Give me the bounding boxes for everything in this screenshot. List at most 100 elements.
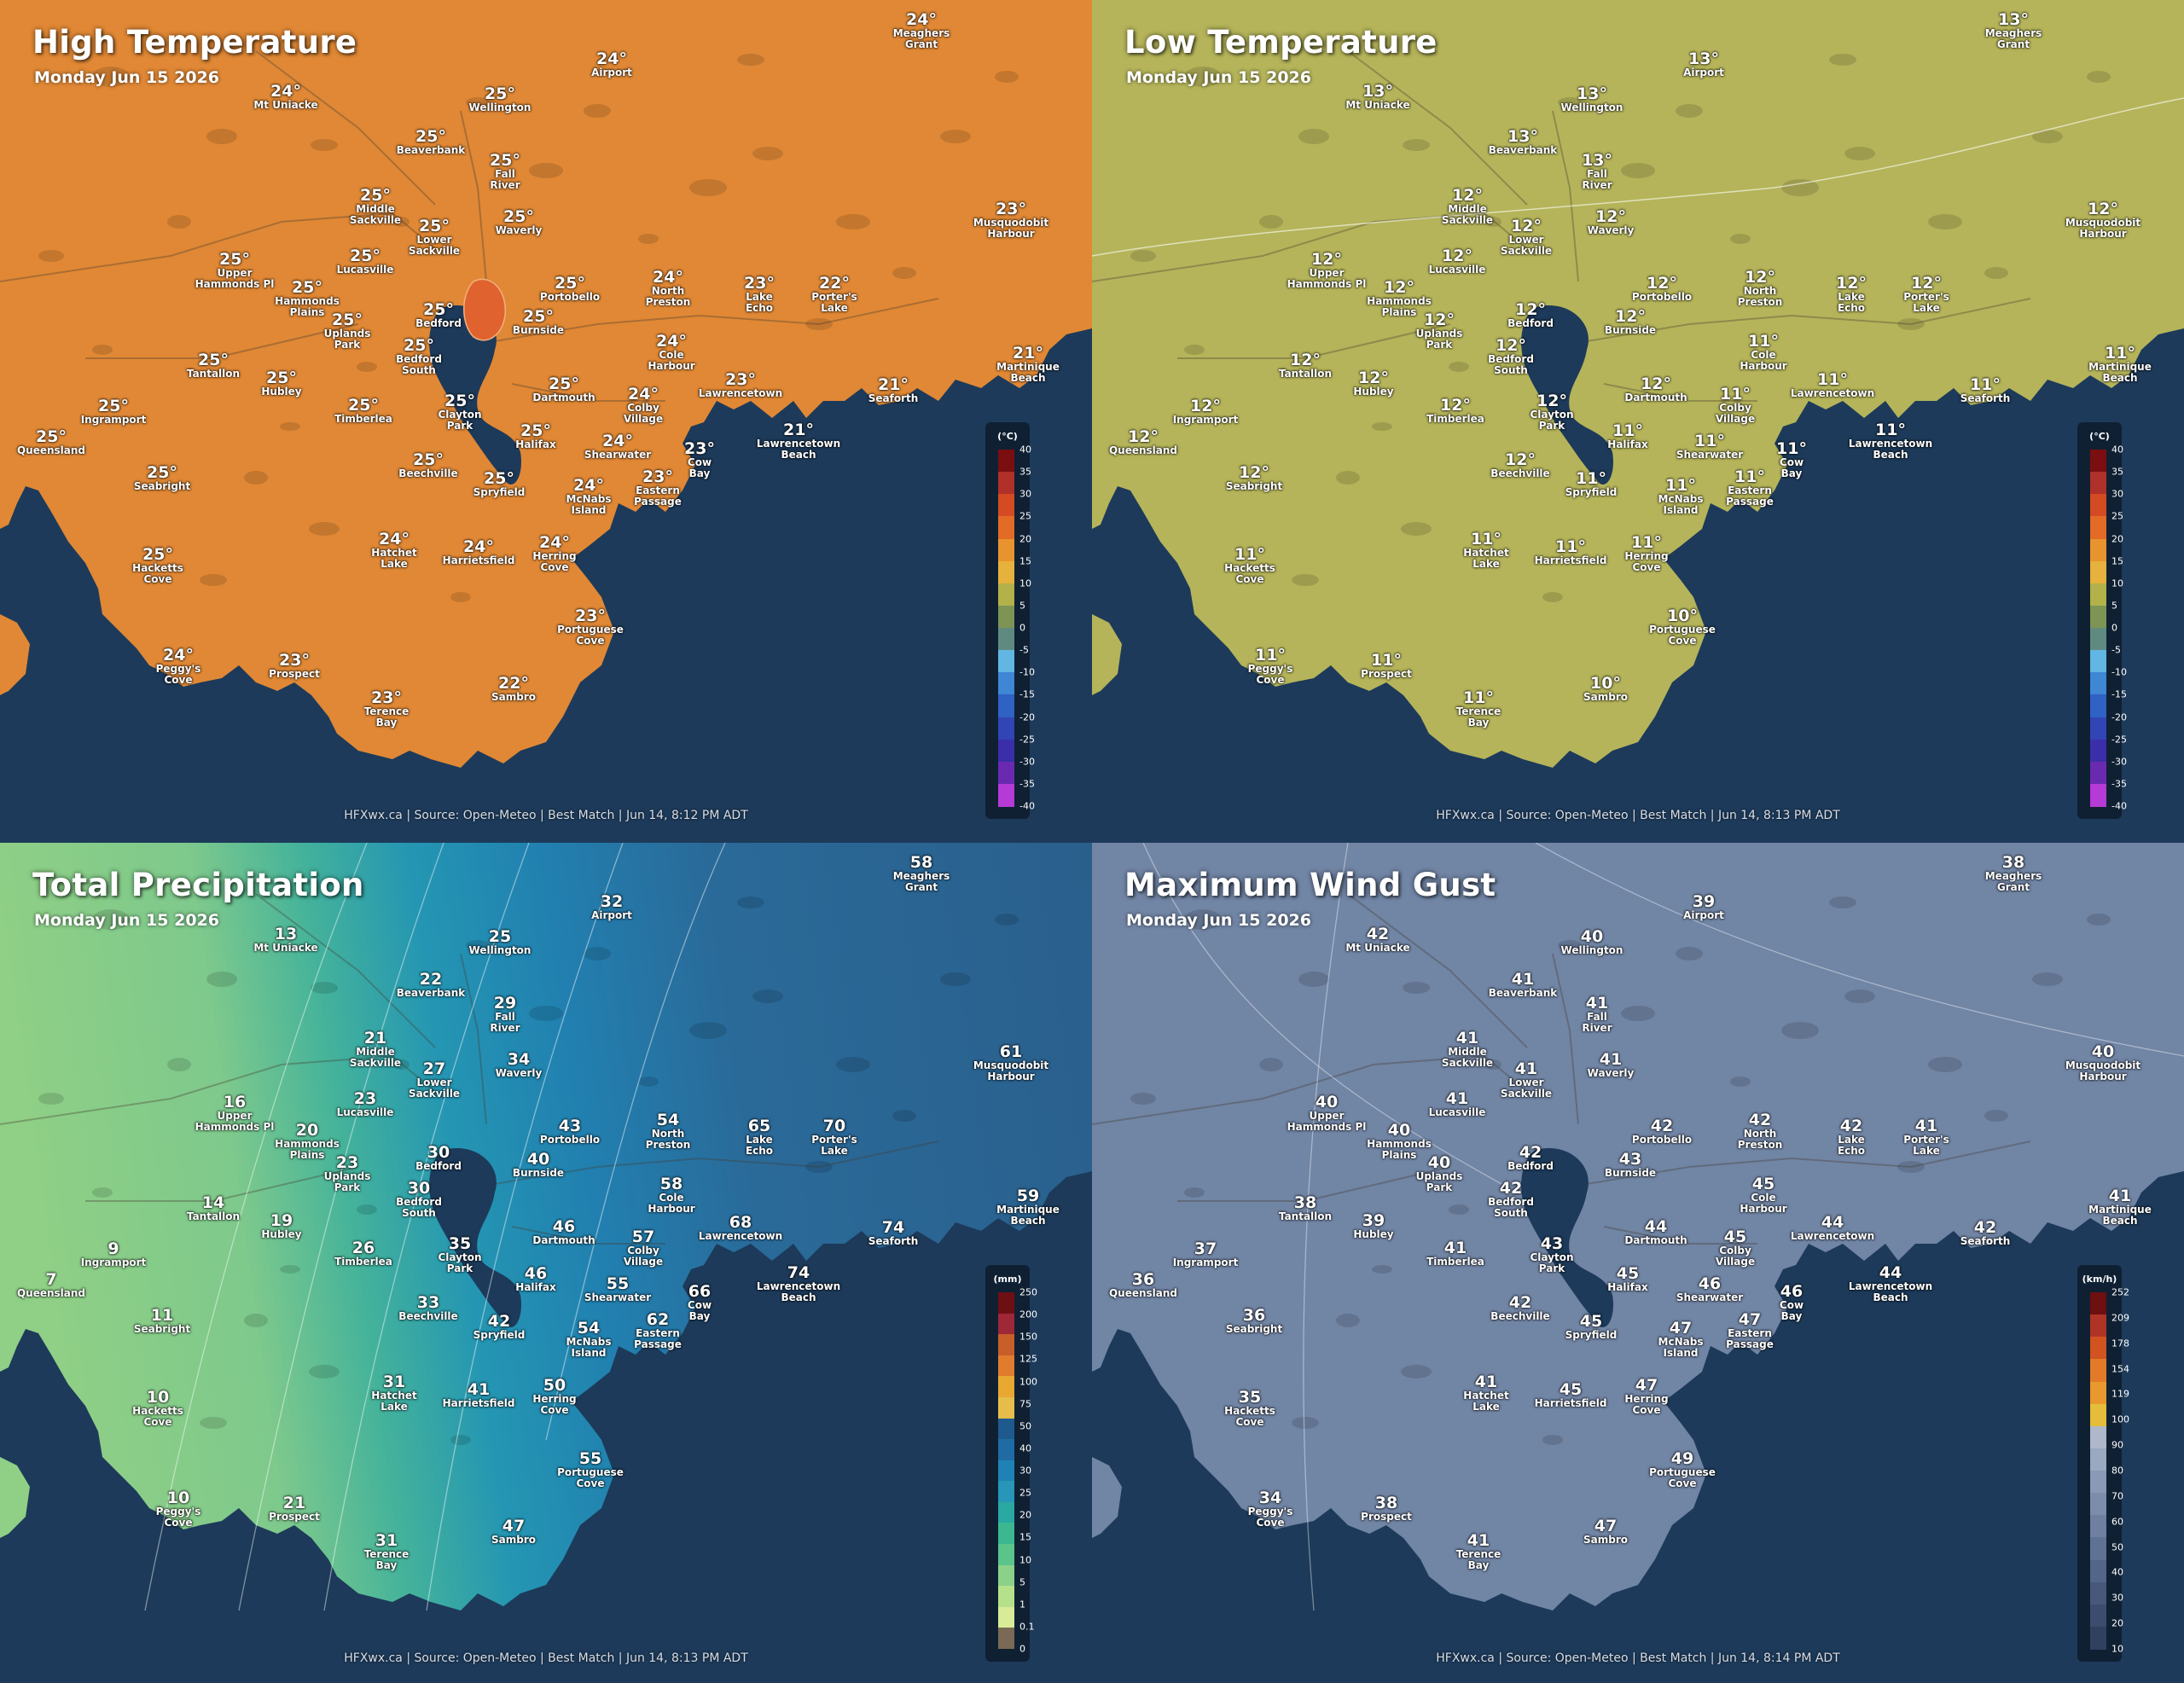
station-value: 68: [729, 1213, 752, 1232]
station-label: 46 Halifax: [515, 1266, 555, 1293]
legend-tick-label: 20: [2111, 1617, 2123, 1629]
legend-tick-label: -25: [1019, 734, 1035, 746]
legend-swatch: [2090, 1448, 2106, 1471]
station-label: 25° Clayton Park: [439, 393, 482, 432]
station-name: Tantallon: [186, 1210, 241, 1222]
station-name: Preston: [1737, 1139, 1783, 1152]
station-value: 25°: [415, 127, 446, 146]
station-name: Harrietsfield: [1534, 1397, 1607, 1409]
station-label: 22 Beaverbank: [397, 972, 465, 999]
station-name: Herring: [1624, 1393, 1669, 1405]
station-label: 42 Bedford: [1507, 1145, 1554, 1172]
station-name: Peggy's: [155, 1506, 201, 1518]
lake: [1184, 1187, 1205, 1198]
station-name: Portobello: [1631, 1134, 1693, 1146]
legend-tick-label: 25: [2111, 510, 2123, 522]
road: [1552, 110, 1579, 282]
legend-tick-label: 80: [2111, 1465, 2123, 1477]
station-value: 41: [1511, 970, 1535, 989]
station-name: Spryfield: [1565, 486, 1618, 498]
station-value: 25°: [444, 392, 475, 410]
bedford-basin: [1521, 305, 1613, 485]
station-name: Beach: [1873, 1291, 1908, 1304]
legend-tick-label: -15: [2111, 688, 2127, 700]
legend-color-bar: 250 200 150 125 100 75 50 40 30 25 20 15 10 5 1 0.1 0: [998, 1287, 1037, 1655]
legend-swatch: [2090, 650, 2106, 673]
lake: [92, 909, 130, 930]
lake: [206, 972, 237, 987]
lake: [1372, 422, 1392, 431]
station-name: Dartmouth: [1624, 392, 1687, 403]
station-name: Harbour: [987, 228, 1035, 241]
lake: [1844, 147, 1875, 160]
station-name: Hammonds: [275, 295, 340, 307]
station-name: Colby: [1719, 1245, 1751, 1256]
station-value: 24°: [656, 332, 687, 351]
station-name: Fall: [1587, 1011, 1607, 1023]
lake: [1558, 97, 1582, 107]
station-value: 23°: [725, 370, 756, 389]
lake: [1130, 250, 1156, 262]
station-value: 25°: [98, 397, 129, 415]
land-area: [0, 0, 1092, 768]
station-label: 34 Waverly: [496, 1052, 543, 1079]
legend-swatch: [998, 1523, 1014, 1545]
station-name: Hammonds Pl: [195, 1121, 275, 1134]
lake: [309, 522, 340, 536]
station-label: 12° Dartmouth: [1624, 376, 1687, 403]
lake: [1984, 267, 2008, 279]
lake: [1449, 362, 1469, 372]
station-value: 45: [1579, 1312, 1603, 1331]
station-label: 11° Hacketts Cove: [1224, 547, 1275, 585]
station-value: 12°: [1615, 307, 1646, 326]
lake: [244, 1314, 268, 1327]
legend-swatch: [998, 1439, 1014, 1461]
station-name: Cove: [143, 1416, 172, 1429]
station-value: 44: [1821, 1213, 1844, 1232]
station-label: 45 Spryfield: [1565, 1314, 1618, 1341]
lake: [752, 147, 783, 160]
lake: [200, 574, 227, 586]
station-name: Seaforth: [1960, 1235, 2011, 1247]
station-label: 11° Colby Village: [1716, 386, 1755, 425]
station-label: 12° Musquodobit Harbour: [2065, 201, 2140, 240]
station-name: McNabs: [566, 1336, 612, 1348]
station-name: Village: [623, 1256, 664, 1268]
station-value: 42: [1839, 1117, 1863, 1135]
road: [0, 1054, 444, 1125]
station-name: Park: [1426, 1181, 1453, 1194]
station-value: 58: [659, 1175, 683, 1193]
legend-swatch: [2090, 1314, 2106, 1338]
station-name: Prospect: [269, 668, 320, 680]
station-value: 24°: [270, 82, 301, 101]
station-name: Cove: [164, 674, 193, 687]
lake: [1292, 574, 1319, 586]
station-label: 44 Lawrencetown Beach: [1849, 1265, 1932, 1303]
station-name: Sackville: [408, 1088, 461, 1100]
station-name: Grant: [904, 881, 938, 894]
station-value: 42: [1748, 1111, 1772, 1129]
station-value: 13°: [1688, 49, 1719, 68]
station-label: 12° Timberlea: [1426, 398, 1484, 425]
station-label: 12° Middle Sackville: [1442, 188, 1493, 226]
station-name: Prospect: [1361, 668, 1412, 680]
station-value: 44: [1879, 1263, 1902, 1282]
station-name: Porter's: [1903, 291, 1949, 303]
station-name: Herring: [532, 550, 577, 562]
station-value: 11°: [1631, 533, 1662, 552]
lake: [529, 163, 563, 178]
station-value: 23: [335, 1153, 359, 1172]
legend-tick-label: 20: [1019, 1509, 1031, 1521]
station-label: 41 Harrietsfield: [443, 1382, 515, 1409]
station-name: Porter's: [1903, 1134, 1949, 1146]
station-name: Grant: [904, 38, 938, 51]
legend-tick-label: 0: [1019, 1643, 1025, 1655]
lake: [1184, 909, 1222, 930]
station-label: 40 Uplands Park: [1416, 1155, 1463, 1193]
road: [460, 110, 487, 282]
station-label: 40 Musquodobit Harbour: [2065, 1044, 2140, 1082]
station-label: 12° Hammonds Plains: [1367, 280, 1432, 318]
station-name: Waverly: [495, 224, 543, 236]
station-value: 25°: [332, 310, 363, 329]
source-footer: HFXwx.ca | Source: Open-Meteo | Best Mat…: [1436, 1651, 1840, 1665]
